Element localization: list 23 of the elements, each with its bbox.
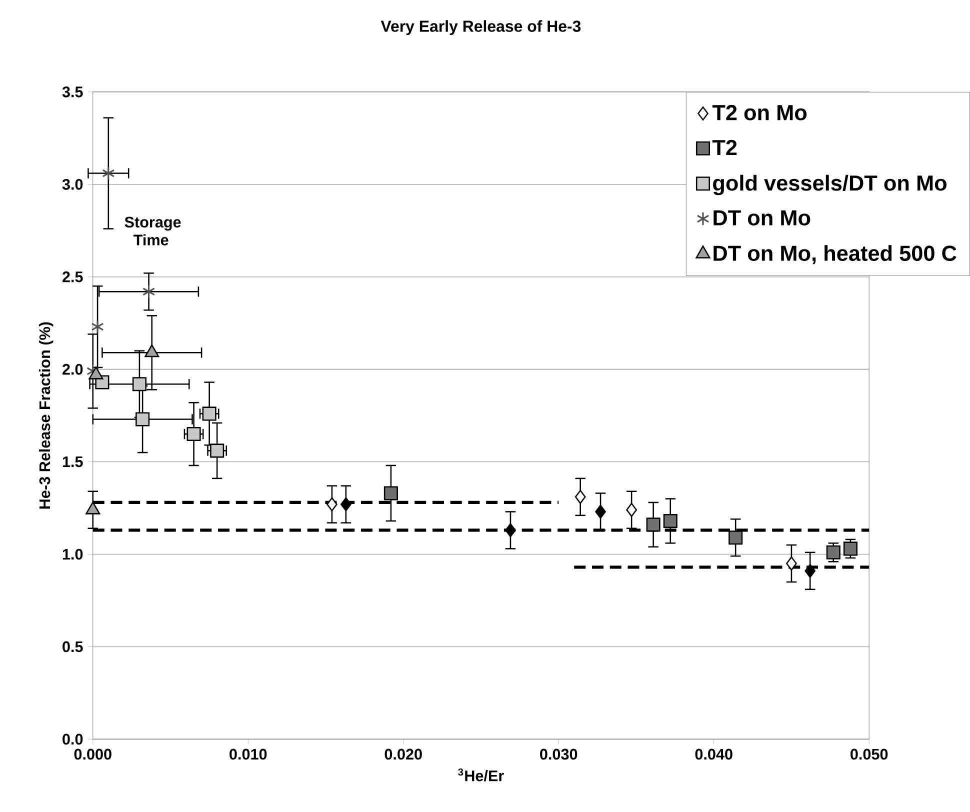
legend-label: T2	[712, 140, 737, 156]
x-tick-label: 0.000	[74, 748, 112, 760]
legend-label: T2 on Mo	[712, 104, 807, 120]
x-axis-title: $^{3}$He/Er	[458, 768, 504, 782]
legend-label: DT on Mo	[714, 210, 810, 226]
y-tick-label: 3.0	[62, 178, 83, 190]
chart-title: Very Early Release of He-3	[380, 20, 581, 36]
y-tick-label: 0.5	[62, 641, 83, 652]
y-tick-label: 3.5	[62, 86, 83, 98]
y-tick-label: 1.5	[62, 456, 83, 468]
x-tick-label: 0.030	[540, 748, 578, 760]
y-tick-label: 2.0	[62, 364, 83, 375]
y-tick-label: 2.5	[62, 271, 83, 282]
y-axis-title: He-3 Release Fraction (%)	[38, 322, 54, 509]
legend-label: DT on Mo, heated 500 C	[714, 245, 956, 264]
annotation: Storage Time	[124, 216, 181, 246]
x-tick-label: 0.010	[230, 748, 267, 760]
y-tick-label: 0.0	[62, 734, 83, 745]
legend-label: gold vessels/DT on Mo	[713, 174, 946, 196]
x-tick-label: 0.040	[695, 748, 732, 760]
x-tick-label: 0.050	[850, 748, 888, 760]
x-tick-label: 0.020	[384, 748, 422, 760]
y-tick-label: 1.0	[62, 548, 83, 560]
